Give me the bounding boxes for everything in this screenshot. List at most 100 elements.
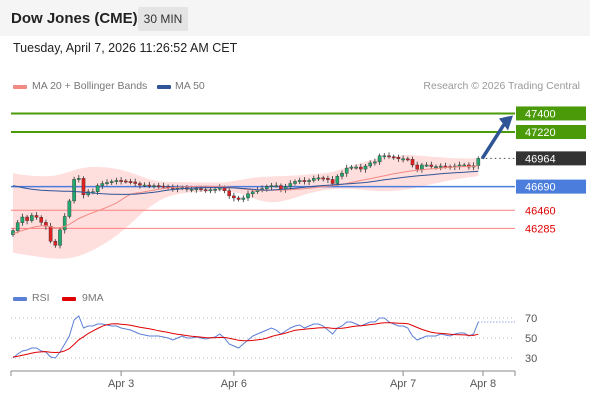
candle-body [368, 162, 373, 167]
candle-body [53, 241, 58, 246]
x-tick-label-apr-3: Apr 3 [108, 378, 134, 390]
candle-body [11, 230, 15, 235]
bollinger-band-area [13, 154, 479, 259]
candle-body [30, 215, 34, 221]
candle-body [199, 188, 203, 191]
candle-body [429, 164, 434, 167]
candle-body [434, 166, 438, 168]
candle-body [67, 200, 72, 217]
x-tick-label-apr-6: Apr 6 [221, 378, 247, 390]
candle-body [95, 185, 100, 192]
level-label-46690: 46690 [525, 182, 556, 194]
candle-body [48, 225, 53, 242]
candle-body [377, 155, 382, 163]
x-tick-label-apr-7: Apr 7 [390, 378, 416, 390]
candle-body [340, 173, 344, 177]
candle-body [302, 180, 307, 182]
level-label-46460: 46460 [525, 205, 556, 217]
candle-body [100, 183, 105, 186]
candle-body [142, 184, 147, 187]
rsi-9ma-line [12, 322, 479, 358]
candle-body [194, 188, 199, 191]
candle-body [39, 217, 43, 223]
candle-body [321, 177, 326, 180]
candle-body [344, 167, 349, 174]
candle-body [208, 189, 213, 192]
candle-body [189, 188, 194, 191]
candle-body [152, 185, 156, 187]
candle-body [363, 165, 368, 170]
timeframe-button[interactable]: 30 MIN [138, 7, 188, 31]
candle-body [307, 180, 311, 182]
rsi-tick-50: 50 [525, 333, 537, 345]
ma50-legend-swatch [157, 85, 171, 89]
candle-body [147, 184, 152, 187]
candle-body [34, 215, 39, 218]
candle-body [420, 164, 424, 170]
candle-body [58, 229, 62, 246]
candle-body [373, 161, 377, 164]
x-tick-label-apr-8: Apr 8 [470, 378, 496, 390]
candle-body [123, 180, 128, 183]
candle-body [81, 178, 86, 196]
header-bar: Dow Jones (CME) 30 MIN [0, 0, 590, 36]
forecast-arrow-head [499, 115, 513, 131]
ma20-legend-swatch [13, 85, 27, 89]
instrument-title: Dow Jones (CME) [11, 10, 138, 27]
candle-body [415, 164, 420, 170]
level-label-box-47400 [516, 106, 586, 121]
candle-body [359, 166, 363, 170]
candle-body [15, 222, 20, 231]
candle-body [227, 190, 232, 197]
candle-body [382, 155, 387, 158]
rsi-legend-label: RSI [32, 292, 50, 304]
candle-body [354, 166, 358, 169]
candle-body [250, 191, 255, 195]
credit-text: Research © 2026 Trading Central [423, 80, 580, 92]
candle-body [293, 181, 297, 184]
candle-body [387, 155, 391, 158]
candle-body [396, 157, 401, 159]
level-label-46964: 46964 [525, 153, 556, 165]
ma50-legend-label: MA 50 [175, 80, 205, 92]
candle-body [203, 189, 208, 192]
forecast-arrow-shaft [480, 123, 506, 160]
candle-body [246, 193, 250, 199]
candle-body [156, 185, 161, 187]
candle-body [20, 216, 25, 223]
candle-body [391, 156, 396, 159]
candle-body [133, 181, 138, 184]
ma20-legend-label: MA 20 + Bollinger Bands [32, 80, 148, 92]
rsi-line [12, 315, 479, 359]
candle-body [232, 195, 236, 199]
level-label-46285: 46285 [525, 223, 556, 235]
candle-body [476, 158, 481, 166]
candle-body [349, 166, 354, 169]
level-label-box-47220 [516, 125, 586, 139]
candle-body [401, 158, 405, 161]
candle-body [86, 191, 90, 196]
candle-body [316, 177, 321, 180]
candle-body [312, 178, 316, 181]
candle-body [269, 185, 274, 187]
candle-body [76, 178, 81, 180]
candle-body [213, 188, 217, 191]
candle-body [438, 165, 443, 168]
candle-body [424, 164, 429, 167]
candle-body [288, 183, 293, 187]
candle-body [241, 197, 246, 200]
candle-body [25, 216, 29, 221]
candle-body [161, 185, 166, 188]
9ma-legend-swatch [62, 297, 76, 301]
candle-body [265, 186, 269, 189]
candle-body [457, 164, 462, 167]
rsi-tick-70: 70 [525, 313, 537, 325]
level-label-47220: 47220 [525, 127, 556, 139]
candle-body [109, 181, 114, 183]
candle-body [114, 180, 119, 182]
ma50-line [12, 170, 479, 195]
candle-body [297, 180, 302, 182]
candle-body [128, 181, 133, 183]
timestamp: Tuesday, April 7, 2026 11:26:52 AM CET [13, 41, 238, 55]
